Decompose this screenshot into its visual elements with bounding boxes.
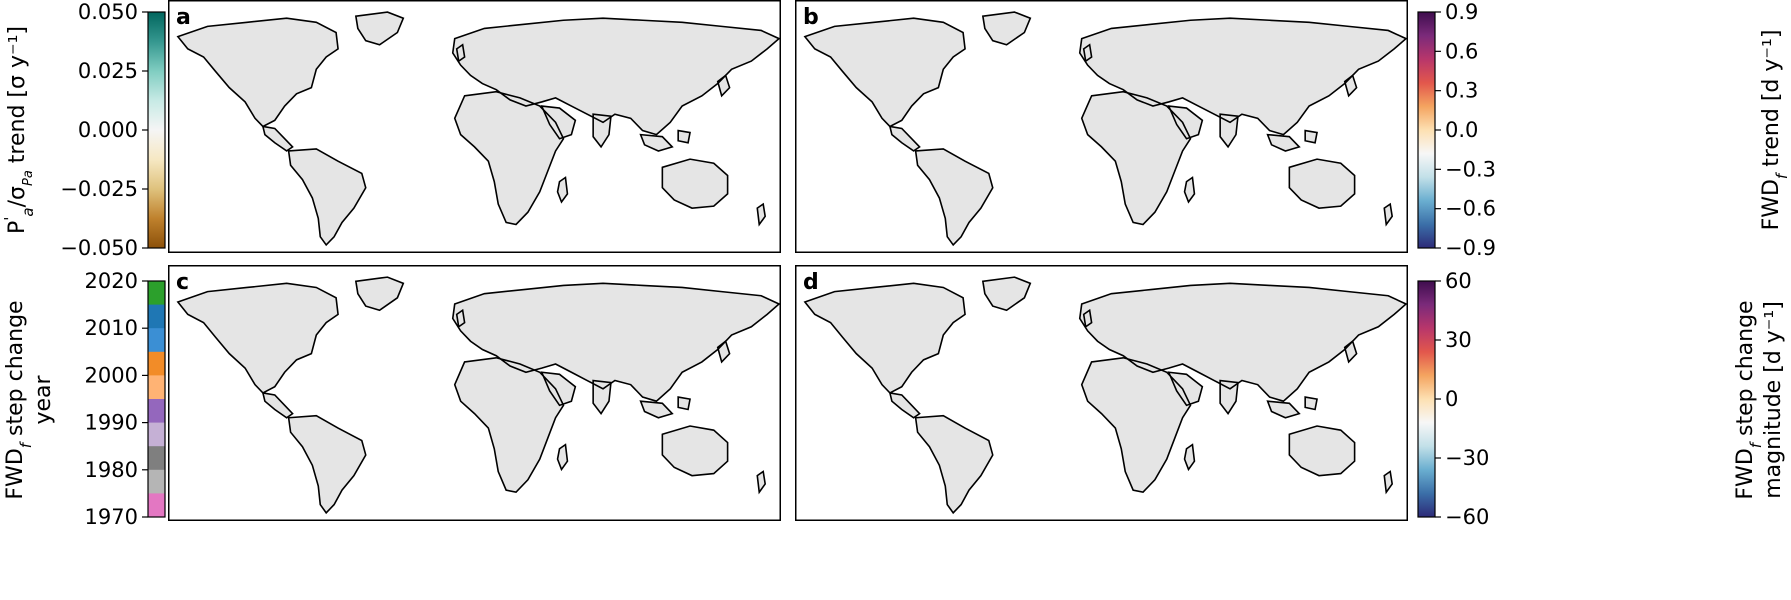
colorbar-tick-label: 0.025 xyxy=(78,59,138,83)
colorbar-tick-label: 60 xyxy=(1445,269,1472,293)
map-panel-d xyxy=(795,265,1408,521)
panels xyxy=(168,0,1408,521)
colorbar-d: 60 30 0 −30 −60 xyxy=(1417,269,1489,529)
colorbar-tick-label: 2010 xyxy=(85,316,138,340)
colorbar-tick-label: −0.9 xyxy=(1445,236,1496,260)
colorbar-swatch xyxy=(148,281,165,306)
colorbar-tick-label: −30 xyxy=(1445,446,1489,470)
colorbar-tick-label: 0.000 xyxy=(78,118,138,142)
land-base xyxy=(804,12,1407,245)
colorbar-tick-label: 30 xyxy=(1445,328,1472,352)
colorbar-swatch xyxy=(148,328,165,353)
map-frame xyxy=(795,0,1408,253)
colorbars: 0.050 0.025 0.000 −0.025 −0.050 0.9 0.6 0.3 0.0 −… xyxy=(60,0,1496,529)
colorbar-c-title-line1: FWDf step change xyxy=(3,300,35,499)
colorbar-swatch xyxy=(148,351,165,376)
colorbar-swatch xyxy=(148,469,165,494)
colorbar-tick-label: 0.050 xyxy=(78,0,138,24)
colorbar-c-title-line2: year xyxy=(31,375,56,425)
colorbar-tick-label: 1990 xyxy=(85,411,138,435)
colorbar-tick-label: −0.025 xyxy=(60,177,138,201)
colorbar-b: 0.9 0.6 0.3 0.0 −0.3 −0.6 −0.9 xyxy=(1417,0,1496,260)
colorbar-swatch xyxy=(148,446,165,471)
colorbar-tick-label: −60 xyxy=(1445,505,1489,529)
colorbar-gradient xyxy=(1418,281,1435,517)
colorbar-frame xyxy=(147,280,166,518)
colorbar-gradient xyxy=(148,12,165,248)
colorbar-tick-label: 1970 xyxy=(85,505,138,529)
coastlines xyxy=(805,277,1406,513)
colorbar-tick-label: 0.3 xyxy=(1445,79,1478,103)
panel-letter-b: b xyxy=(803,5,819,30)
colorbar-a-title: P'a/σPa trend [σ y⁻¹] xyxy=(1,26,37,234)
colorbar-tick-label: −0.6 xyxy=(1445,197,1496,221)
colorbar-gradient xyxy=(1418,12,1435,248)
map-frame xyxy=(168,265,781,521)
colorbar-swatch xyxy=(148,422,165,447)
coastlines xyxy=(805,12,1406,245)
colorbar-swatch xyxy=(148,493,165,518)
colorbar-swatch xyxy=(148,304,165,329)
land-base xyxy=(177,12,780,245)
panel-letter-c: c xyxy=(176,270,189,295)
coastlines xyxy=(178,277,779,513)
colorbar-tick-label: 2020 xyxy=(85,269,138,293)
colorbar-b-title: FWDf trend [d y⁻¹] xyxy=(1759,30,1791,231)
labels: a b c d P'a/σPa trend [σ y⁻¹] FWDf trend [d y… xyxy=(1,5,1791,500)
map-panel-b xyxy=(795,0,1408,253)
colorbar-tick-label: −0.050 xyxy=(60,236,138,260)
map-panel-c xyxy=(168,265,781,521)
colorbar-tick-label: −0.3 xyxy=(1445,157,1496,181)
map-panel-a xyxy=(168,0,781,253)
panel-letter-a: a xyxy=(176,5,191,30)
panel-letter-d: d xyxy=(803,270,819,295)
colorbar-tick-label: 0.6 xyxy=(1445,39,1478,63)
colorbar-tick-label: 0.0 xyxy=(1445,118,1478,142)
colorbar-c: 2020 2010 2000 1990 1980 1970 xyxy=(85,269,166,529)
colorbar-swatch xyxy=(148,399,165,424)
colorbar-swatch xyxy=(148,375,165,400)
map-frame xyxy=(795,265,1408,521)
land-base xyxy=(804,277,1407,513)
colorbar-d-title-line2: magnitude [d y⁻¹] xyxy=(1761,301,1786,499)
colorbar-tick-label: 0.9 xyxy=(1445,0,1478,24)
colorbar-tick-label: 2000 xyxy=(85,363,138,387)
map-frame xyxy=(168,0,781,253)
colorbar-a: 0.050 0.025 0.000 −0.025 −0.050 xyxy=(60,0,166,260)
colorbar-tick-label: 0 xyxy=(1445,387,1458,411)
colorbar-tick-label: 1980 xyxy=(85,458,138,482)
colorbar-d-title-line1: FWDf step change xyxy=(1733,300,1765,499)
coastlines xyxy=(178,12,779,245)
